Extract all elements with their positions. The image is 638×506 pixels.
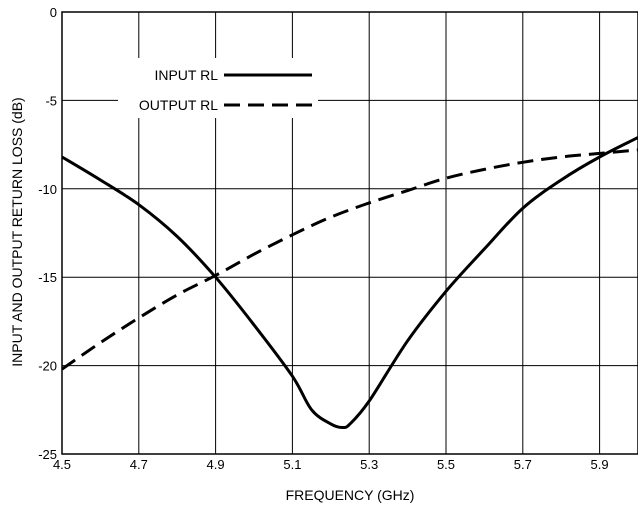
legend-label-output-rl: OUTPUT RL	[139, 97, 218, 113]
x-tick-label: 4.7	[130, 457, 148, 472]
x-tick-label: 4.5	[53, 457, 71, 472]
y-tick-label: -10	[38, 182, 57, 197]
y-tick-label: -20	[38, 359, 57, 374]
series-lines	[61, 136, 638, 430]
x-axis-title: FREQUENCY (GHz)	[286, 487, 415, 503]
legend-background	[118, 58, 318, 118]
x-tick-label: 5.7	[514, 457, 532, 472]
x-tick-label: 5.9	[591, 457, 609, 472]
y-tick-labels: 0 -5 -10 -15 -20 -25	[38, 5, 57, 462]
x-tick-label: 4.9	[207, 457, 225, 472]
legend-label-input-rl: INPUT RL	[154, 67, 218, 83]
x-tick-label: 5.5	[437, 457, 455, 472]
y-tick-label: -15	[38, 270, 57, 285]
x-tick-label: 5.1	[283, 457, 301, 472]
x-tick-label: 5.3	[360, 457, 378, 472]
series-line-input-rl	[61, 136, 638, 430]
y-tick-label: 0	[50, 5, 57, 20]
y-axis-title: INPUT AND OUTPUT RETURN LOSS (dB)	[9, 97, 25, 366]
x-tick-labels: 4.5 4.7 4.9 5.1 5.3 5.5 5.7 5.9	[53, 457, 609, 472]
series-line-output-rl	[61, 148, 638, 371]
legend: INPUT RL OUTPUT RL	[118, 58, 318, 118]
y-tick-label: -25	[38, 447, 57, 462]
plot-frame	[61, 11, 638, 455]
y-tick-label: -5	[45, 93, 57, 108]
